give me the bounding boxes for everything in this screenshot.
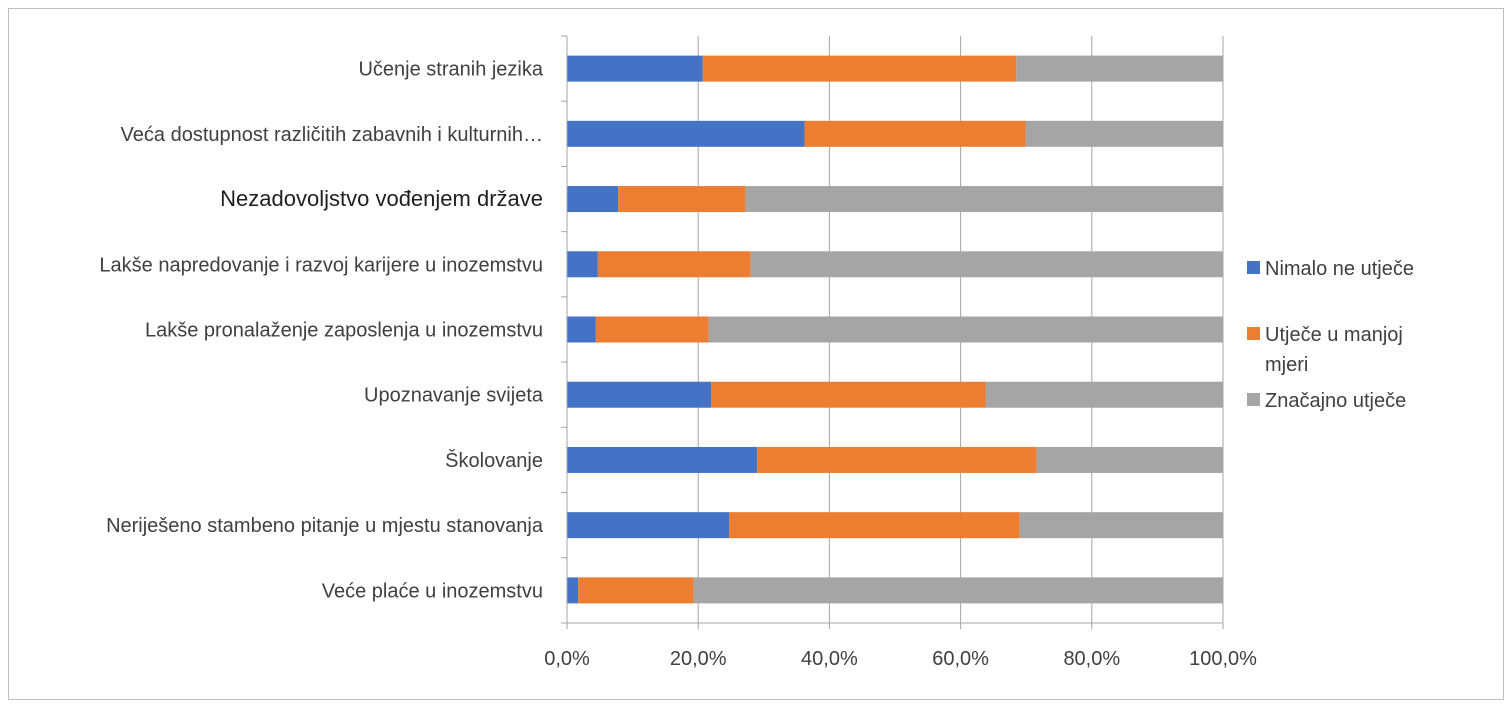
category-label: Lakše pronalaženje zaposlenja u inozemst… (145, 320, 543, 342)
bar-segment (757, 446, 1037, 473)
category-label: Veće plaće u inozemstvu (322, 580, 543, 602)
category-labels: Učenje stranih jezika Veća dostupnost raz… (99, 59, 543, 603)
category-label: Nezadovoljstvo vođenjem države (220, 186, 543, 211)
bar-segment (711, 381, 986, 408)
bar-segment (708, 316, 1223, 343)
bars (567, 55, 1223, 604)
bar-segment (595, 316, 709, 343)
legend-swatch (1247, 261, 1260, 274)
bar-segment (750, 251, 1223, 278)
category-label: Lakše napredovanje i razvoj karijere u i… (99, 254, 543, 276)
x-tick-label: 0,0% (544, 648, 590, 670)
legend-swatch (1247, 327, 1260, 340)
x-tick-label: 100,0% (1189, 648, 1257, 670)
chart-frame: Učenje stranih jezika Veća dostupnost raz… (8, 8, 1504, 700)
bar-segment (693, 577, 1223, 604)
category-label: Školovanje (445, 449, 543, 472)
bar-segment (1019, 512, 1223, 539)
axes (561, 35, 1224, 629)
bar-segment (567, 446, 758, 473)
bar-segment (567, 381, 712, 408)
legend-label: Utječe u manjoj (1265, 324, 1403, 346)
legend: Nimalo ne utječe Utječe u manjoj mjeri Znač… (1247, 258, 1414, 412)
legend-item: Utječe u manjoj mjeri (1247, 324, 1403, 376)
bar-segment (597, 251, 751, 278)
stacked-bar-chart: Učenje stranih jezika Veća dostupnost raz… (99, 35, 1414, 670)
bar-segment (567, 55, 703, 82)
legend-swatch (1247, 393, 1260, 406)
x-tick-label: 80,0% (1063, 648, 1120, 670)
bar-segment (567, 577, 579, 604)
x-tick-label: 40,0% (801, 648, 858, 670)
bar-segment (567, 186, 619, 213)
legend-label: Nimalo ne utječe (1265, 258, 1414, 280)
bar-segment (618, 186, 746, 213)
bar-segment (702, 55, 1017, 82)
category-label: Neriješeno stambeno pitanje u mjestu sta… (106, 515, 544, 537)
bar-segment (745, 186, 1223, 213)
bar-segment (985, 381, 1223, 408)
x-tick-labels: 0,0% 20,0% 40,0% 60,0% 80,0% 100,0% (544, 648, 1257, 670)
bar-segment (804, 120, 1026, 147)
bar-segment (729, 512, 1020, 539)
legend-item: Nimalo ne utječe (1247, 258, 1414, 280)
legend-label: Značajno utječe (1265, 390, 1406, 412)
category-label: Veća dostupnost različitih zabavnih i ku… (121, 124, 543, 146)
category-label: Upoznavanje svijeta (364, 385, 544, 407)
bar-segment (567, 316, 596, 343)
x-tick-label: 20,0% (670, 648, 727, 670)
bar-segment (567, 251, 598, 278)
x-tick-label: 60,0% (932, 648, 989, 670)
category-label: Učenje stranih jezika (358, 59, 543, 81)
bar-segment (567, 512, 730, 539)
bar-segment (1036, 446, 1223, 473)
legend-item: Značajno utječe (1247, 390, 1406, 412)
legend-label: mjeri (1265, 354, 1308, 376)
bar-segment (567, 120, 805, 147)
bar-segment (1016, 55, 1223, 82)
bar-segment (1025, 120, 1223, 147)
bar-segment (578, 577, 694, 604)
